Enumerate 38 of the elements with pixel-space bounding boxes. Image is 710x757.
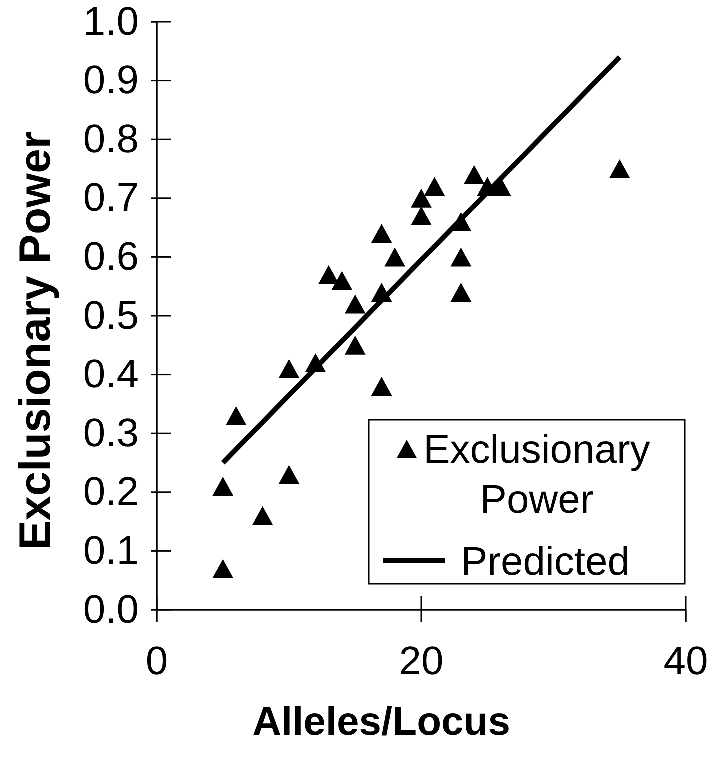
x-tick-label: 20 (399, 639, 444, 684)
x-tick-label: 40 (664, 639, 708, 684)
point (212, 559, 234, 578)
point (278, 359, 300, 378)
y-tick-label: 1.0 (83, 0, 139, 44)
point (344, 294, 366, 314)
legend-label: Predicted (461, 540, 630, 584)
legend-label: Exclusionary Power (424, 428, 650, 522)
y-tick-label: 0.6 (83, 235, 139, 279)
y-tick-label: 0.4 (83, 352, 139, 397)
point (252, 506, 274, 526)
point (464, 165, 485, 184)
point (411, 188, 432, 208)
point (226, 406, 247, 426)
x-tick-label: 0 (146, 639, 168, 684)
y-tick-label: 0.1 (83, 529, 139, 573)
y-tick-label: 0.9 (83, 58, 139, 103)
point (371, 377, 392, 396)
y-tick-label: 0.7 (83, 176, 139, 220)
point (332, 271, 353, 290)
point (450, 282, 472, 302)
y-tick-label: 0.3 (83, 411, 139, 456)
point (212, 477, 234, 496)
y-axis-title: Exclusionary Power (11, 132, 60, 550)
point (384, 248, 406, 267)
y-tick-label: 0.2 (83, 470, 139, 514)
y-tick-label: 0.5 (83, 294, 139, 338)
point (411, 206, 432, 226)
point (609, 160, 630, 178)
point (371, 224, 392, 244)
y-tick-label: 0.0 (83, 588, 139, 632)
point (424, 177, 446, 196)
point (450, 248, 472, 267)
point (318, 265, 340, 284)
point (278, 465, 300, 484)
y-tick-label: 0.8 (83, 117, 139, 162)
point (344, 336, 366, 355)
x-axis-title: Alleles/Locus (252, 700, 510, 744)
